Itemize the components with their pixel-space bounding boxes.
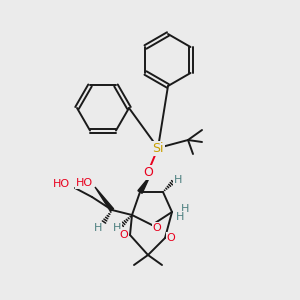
Polygon shape	[138, 176, 150, 193]
Text: H: H	[94, 223, 102, 233]
Text: Si: Si	[152, 142, 164, 154]
Polygon shape	[95, 187, 114, 211]
Text: O: O	[143, 166, 153, 178]
Text: HO: HO	[75, 178, 93, 188]
Text: H: H	[113, 223, 121, 233]
Text: H: H	[181, 204, 189, 214]
Text: H: H	[176, 212, 184, 222]
Text: O: O	[153, 223, 161, 233]
Text: HO: HO	[52, 179, 70, 189]
Text: H: H	[174, 175, 182, 185]
Text: O: O	[167, 233, 176, 243]
Text: O: O	[120, 230, 128, 240]
